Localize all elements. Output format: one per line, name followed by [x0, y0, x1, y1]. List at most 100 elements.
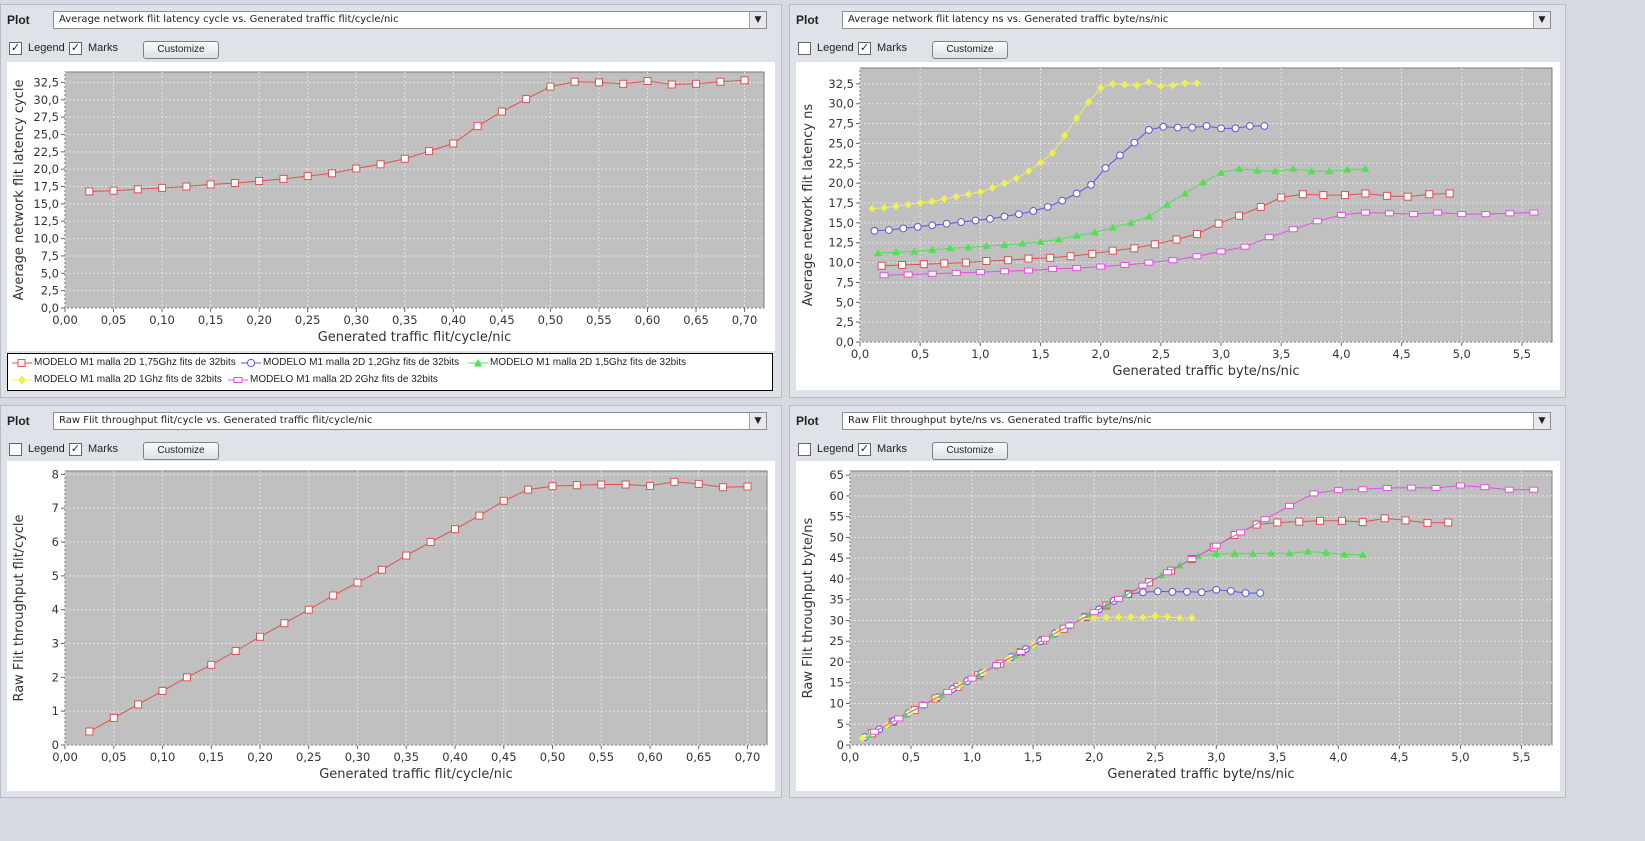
chevron-down-icon[interactable]: ▼ [1533, 12, 1550, 28]
y-tick-label: 5 [52, 569, 59, 583]
data-point [894, 715, 904, 722]
data-point [1380, 514, 1389, 523]
data-point [1481, 211, 1491, 218]
plot-panel-top-left: Plot Average network flit latency cycle … [0, 4, 782, 398]
data-point [1198, 178, 1207, 186]
legend-checkbox[interactable] [798, 443, 811, 456]
data-point [327, 169, 336, 178]
chevron-down-icon[interactable]: ▼ [1533, 413, 1550, 429]
data-point [670, 477, 679, 486]
x-tick-label: 0,0 [841, 750, 859, 764]
data-point [1130, 244, 1139, 253]
y-tick-label: 0 [52, 738, 59, 752]
chevron-down-icon[interactable]: ▼ [749, 413, 766, 429]
data-point [182, 182, 191, 191]
data-point [1153, 587, 1162, 596]
y-tick-label: 25 [829, 634, 844, 648]
legend-marker-diamond [12, 375, 32, 385]
legend-checkbox[interactable]: ✓ [9, 42, 22, 55]
marks-checkbox[interactable]: ✓ [69, 42, 82, 55]
data-point [874, 249, 883, 257]
data-point [1150, 240, 1159, 249]
y-tick-label: 17,5 [33, 180, 59, 194]
data-point [1169, 81, 1177, 90]
data-point [1361, 164, 1370, 172]
data-point [1480, 484, 1490, 491]
x-tick-label: 0,45 [491, 750, 517, 764]
customize-button[interactable]: Customize [143, 41, 219, 59]
data-point [1072, 189, 1081, 198]
data-point [971, 216, 980, 225]
marks-checkbox[interactable]: ✓ [69, 443, 82, 456]
legend-checkbox[interactable] [798, 42, 811, 55]
y-tick-label: 22,5 [828, 156, 854, 170]
y-tick-label: 20,0 [33, 162, 59, 176]
y-tick-label: 40 [829, 572, 844, 586]
data-point [643, 77, 652, 86]
plot-panel-bottom-left: Plot Raw Flit throughput flit/cycle vs. … [0, 405, 782, 798]
y-tick-label: 32,5 [33, 75, 59, 89]
data-point [109, 713, 118, 722]
marks-checkbox[interactable]: ✓ [858, 42, 871, 55]
y-tick-label: 3 [52, 637, 59, 651]
legend-checkbox[interactable] [9, 443, 22, 456]
data-point [1114, 595, 1124, 602]
plot-selector-dropdown[interactable]: Raw Flit throughput flit/cycle vs. Gener… [53, 412, 767, 430]
data-point [1004, 256, 1013, 265]
data-point [951, 269, 961, 276]
legend-checkbox-label: Legend [817, 443, 854, 455]
data-point [1197, 588, 1206, 597]
data-point [1316, 516, 1325, 525]
data-point [1529, 486, 1539, 493]
data-point [134, 700, 143, 709]
y-tick-label: 10,0 [33, 232, 59, 246]
plot-selector-dropdown[interactable]: Average network flit latency cycle vs. G… [53, 11, 767, 29]
data-point [1425, 190, 1434, 199]
customize-button[interactable]: Customize [143, 442, 219, 460]
plot-selector-dropdown[interactable]: Raw Flit throughput byte/ns vs. Generate… [842, 412, 1551, 430]
y-axis-label: Raw Flit throughput byte/ns [801, 517, 816, 698]
data-point [1101, 164, 1110, 172]
marks-checkbox-label: Marks [877, 42, 907, 54]
panel-header: Plot Average network flit latency ns vs.… [790, 5, 1565, 33]
chevron-down-icon[interactable]: ▼ [749, 12, 766, 28]
y-tick-label: 5 [837, 717, 844, 731]
x-tick-label: 0,35 [393, 750, 419, 764]
data-point [869, 728, 879, 735]
plot-selector-dropdown[interactable]: Average network flit latency ns vs. Gene… [842, 11, 1551, 29]
data-point [1358, 550, 1367, 558]
data-point [1090, 613, 1098, 622]
series [874, 164, 1370, 257]
series [85, 477, 752, 736]
x-tick-label: 4,5 [1390, 750, 1408, 764]
customize-button[interactable]: Customize [932, 442, 1008, 460]
data-point [158, 686, 167, 695]
y-tick-label: 12,5 [33, 214, 59, 228]
plot-background [64, 470, 768, 746]
y-tick-label: 15 [829, 676, 844, 690]
x-tick-label: 0,5 [911, 347, 929, 361]
gridlines [856, 68, 1552, 346]
marks-checkbox[interactable]: ✓ [858, 443, 871, 456]
series [85, 76, 749, 196]
data-point [870, 226, 879, 235]
y-tick-label: 20 [829, 655, 844, 669]
x-tick-label: 0,30 [345, 750, 371, 764]
plot-selector-value: Average network flit latency cycle vs. G… [59, 14, 399, 25]
data-point [899, 224, 908, 233]
data-point [719, 483, 728, 492]
data-point [1023, 267, 1033, 274]
data-point [1168, 587, 1177, 596]
customize-button[interactable]: Customize [932, 41, 1008, 59]
series-line [881, 192, 1450, 267]
data-point [1235, 211, 1244, 220]
data-point [1307, 167, 1316, 175]
data-point [1014, 210, 1023, 219]
data-point [279, 174, 288, 183]
data-point [1360, 209, 1370, 216]
data-point [280, 619, 289, 628]
data-point [982, 256, 991, 265]
data-point [548, 482, 557, 491]
data-point [1241, 589, 1250, 597]
data-point [1236, 529, 1246, 536]
